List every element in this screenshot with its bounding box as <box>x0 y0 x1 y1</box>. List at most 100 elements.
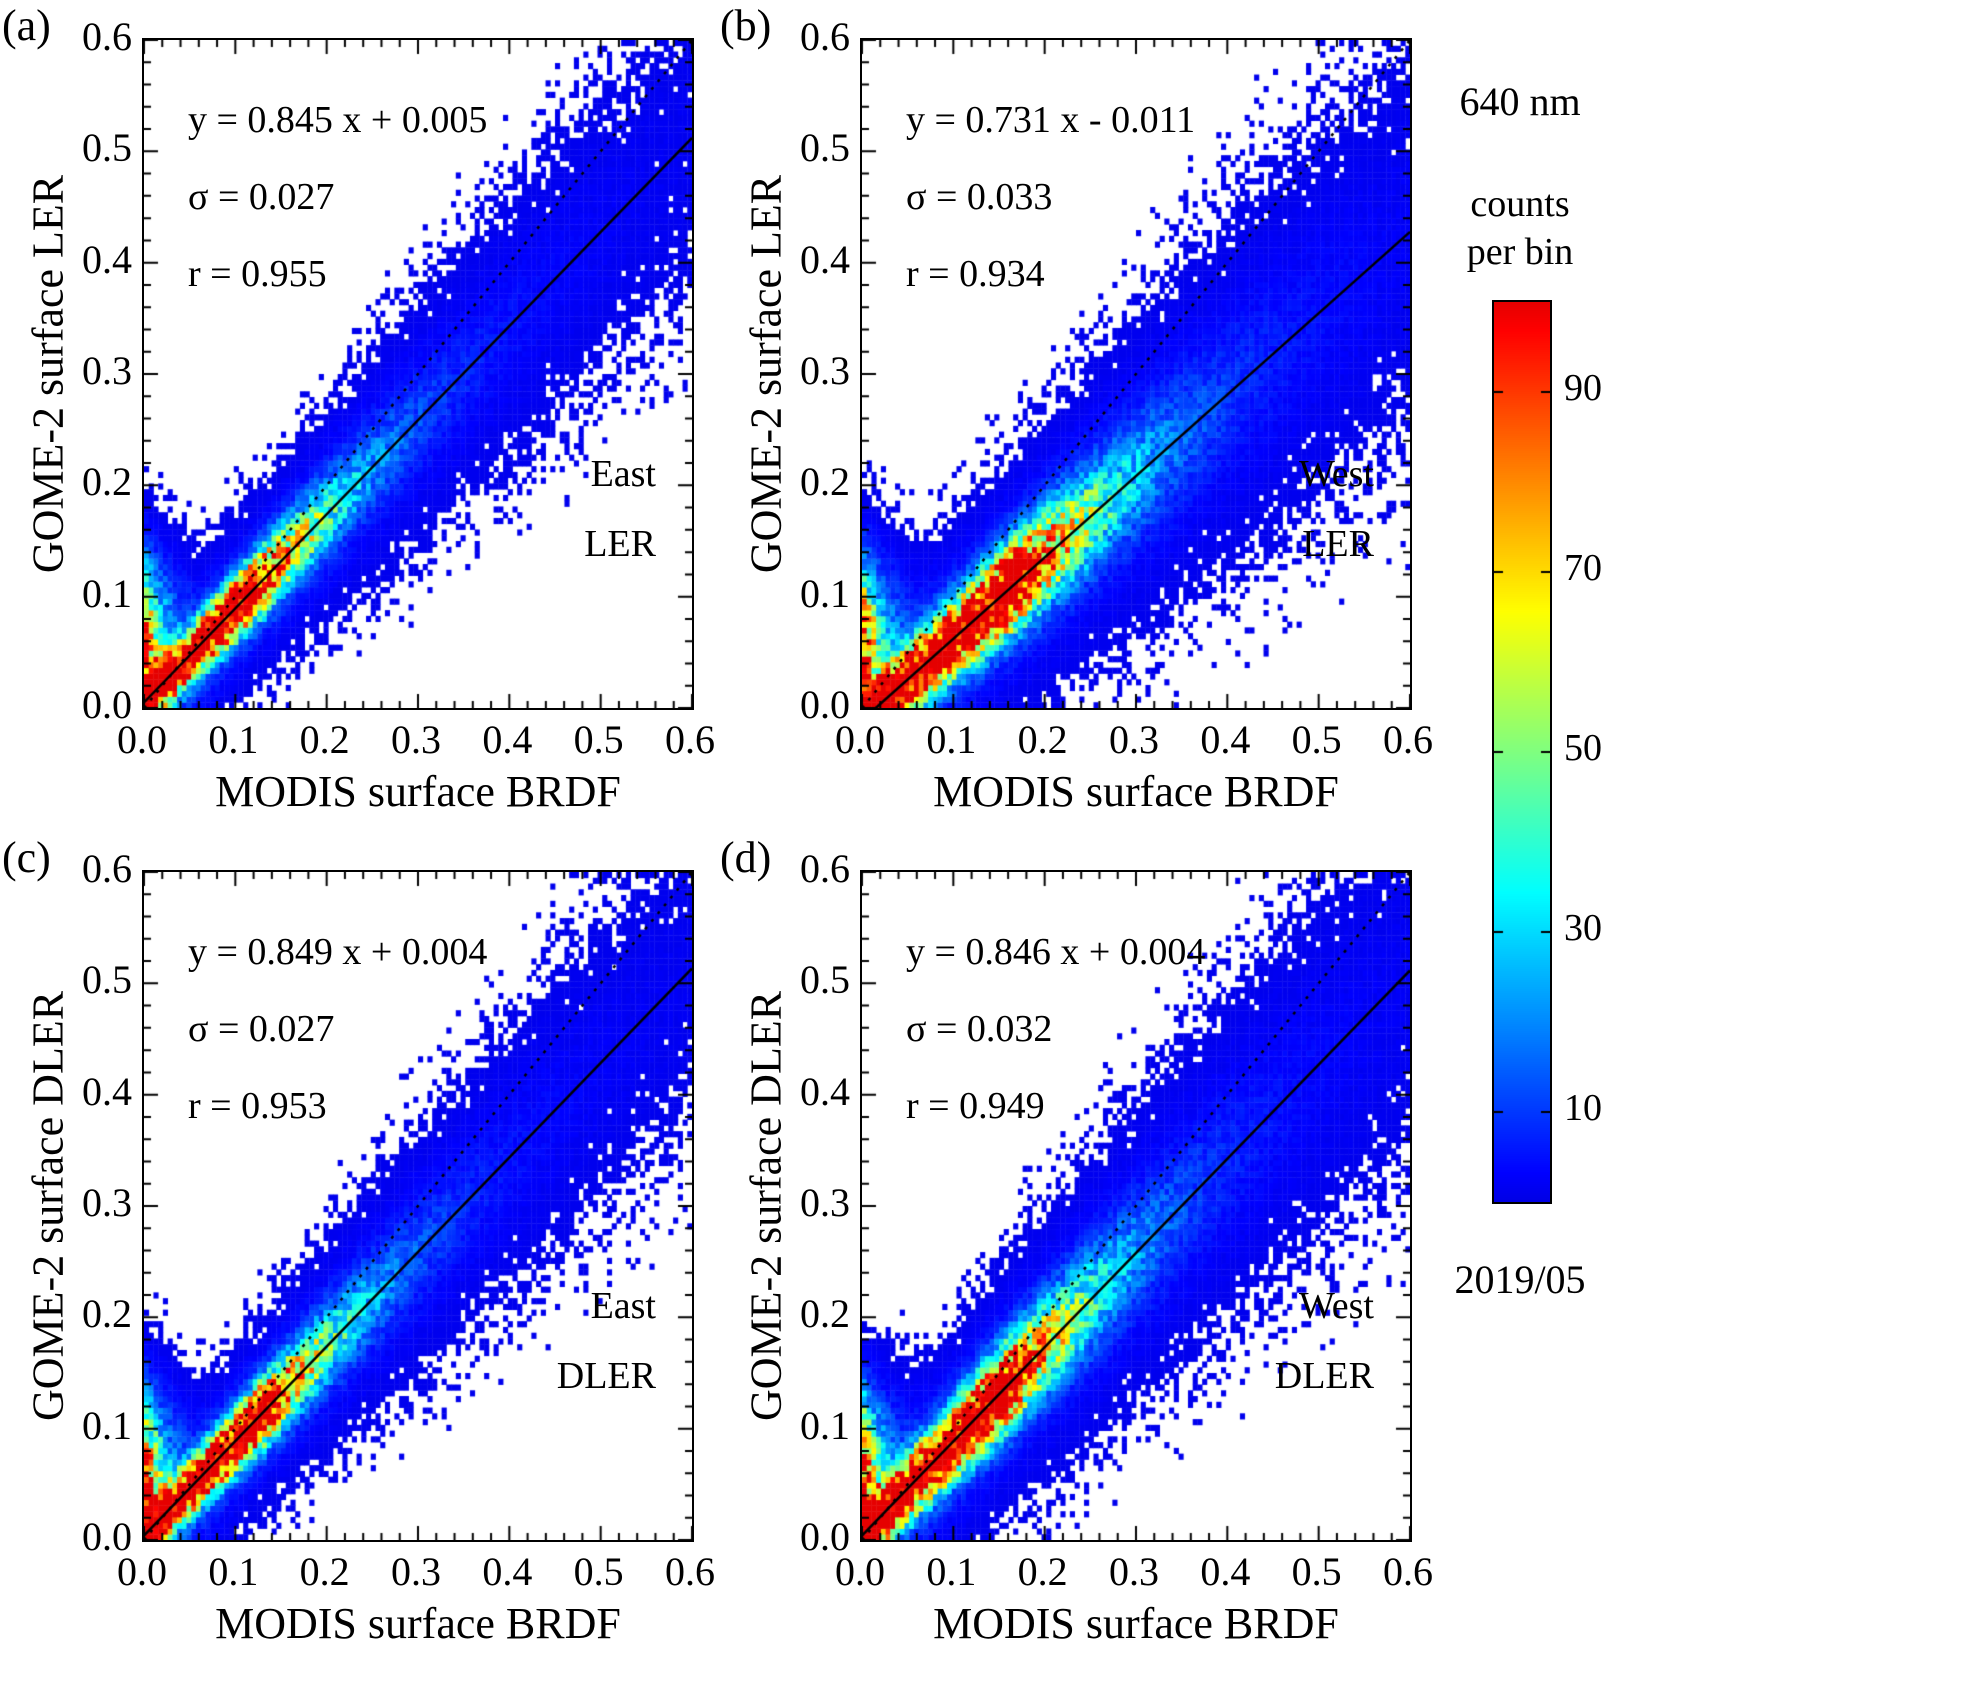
fit-equation-label: y = 0.731 x - 0.011 <box>906 99 1196 141</box>
y-tick-label: 0.4 <box>800 236 850 282</box>
x-tick-label: 0.5 <box>573 1549 624 1594</box>
x-tick-label: 0.2 <box>299 1549 350 1594</box>
wavelength-label: 640 nm <box>1459 79 1581 124</box>
quantity-label: LER <box>1302 523 1374 565</box>
region-label: West <box>1298 453 1374 495</box>
density-scatter-canvas <box>862 872 1410 1540</box>
x-tick-label: 0.5 <box>1291 717 1342 762</box>
x-tick-label: 0.6 <box>665 717 715 762</box>
panel-letter: (d) <box>720 833 772 882</box>
x-tick-label: 0.2 <box>1017 1549 1068 1594</box>
panel-d: (d) GOME-2 surface DLER y = 0.846 x + 0.… <box>718 832 1436 1692</box>
panel-letter: (c) <box>2 833 51 882</box>
quantity-label: DLER <box>1274 1355 1374 1397</box>
sigma-label: σ = 0.027 <box>188 176 335 218</box>
y-tick-label: 0.4 <box>82 236 132 282</box>
x-tick-label: 0.6 <box>1383 1549 1433 1594</box>
sigma-label: σ = 0.033 <box>906 176 1053 218</box>
y-tick-label: 0.2 <box>82 1291 132 1337</box>
y-tick-label: 0.3 <box>82 1180 132 1225</box>
colorbar-title-line2: per bin <box>1466 231 1574 273</box>
plot-area-b: y = 0.731 x - 0.011 σ = 0.033 r = 0.934 … <box>860 38 1412 710</box>
y-tick-label: 0.4 <box>82 1068 132 1114</box>
colorbar-tick-label: 50 <box>1564 727 1602 769</box>
x-tick-label: 0.4 <box>1200 1549 1251 1594</box>
x-tick-label: 0.0 <box>835 717 885 762</box>
y-tick-label: 0.2 <box>800 1291 850 1337</box>
colorbar-tick-label: 10 <box>1564 1087 1602 1129</box>
x-tick-label: 0.4 <box>482 717 533 762</box>
x-axis-title: MODIS surface BRDF <box>215 767 621 816</box>
x-tick-label: 0.1 <box>208 717 259 762</box>
colorbar-tick-label: 70 <box>1564 547 1602 589</box>
y-tick-label: 0.1 <box>82 570 132 616</box>
x-axis-title: MODIS surface BRDF <box>215 1599 621 1648</box>
colorbar-title-line1: counts <box>1470 183 1570 225</box>
y-tick-label: 0.4 <box>800 1068 850 1114</box>
y-tick-label: 0.1 <box>800 1402 850 1448</box>
y-tick-label: 0.1 <box>82 1402 132 1448</box>
y-tick-label: 0.6 <box>800 14 850 59</box>
plot-area-c: y = 0.849 x + 0.004 σ = 0.027 r = 0.953 … <box>142 870 694 1542</box>
colorbar-tick-label: 30 <box>1564 907 1602 949</box>
panel-letter: (a) <box>2 1 51 50</box>
x-axis-title: MODIS surface BRDF <box>933 1599 1339 1648</box>
x-tick-label: 0.1 <box>926 1549 977 1594</box>
panel-a: (a) GOME-2 surface LER y = 0.845 x + 0.0… <box>0 0 718 860</box>
x-tick-label: 0.6 <box>1383 717 1433 762</box>
density-scatter-canvas <box>862 40 1410 708</box>
y-tick-label: 0.0 <box>82 1514 132 1559</box>
x-tick-label: 0.2 <box>299 717 350 762</box>
fit-equation-label: y = 0.849 x + 0.004 <box>188 931 488 973</box>
y-tick-label: 0.5 <box>800 125 850 171</box>
x-tick-label: 0.0 <box>117 1549 167 1594</box>
quantity-label: DLER <box>556 1355 656 1397</box>
panel-b: (b) GOME-2 surface LER y = 0.731 x - 0.0… <box>718 0 1436 860</box>
x-tick-label: 0.3 <box>391 1549 441 1594</box>
x-tick-label: 0.3 <box>1109 1549 1159 1594</box>
colorbar-tick-label: 90 <box>1564 367 1602 409</box>
x-tick-label: 0.1 <box>208 1549 259 1594</box>
y-tick-label: 0.5 <box>82 125 132 171</box>
quantity-label: LER <box>584 523 656 565</box>
region-label: East <box>590 453 656 495</box>
fit-equation-label: y = 0.846 x + 0.004 <box>906 931 1206 973</box>
x-tick-label: 0.0 <box>117 717 167 762</box>
y-tick-label: 0.1 <box>800 570 850 616</box>
y-tick-label: 0.5 <box>82 957 132 1003</box>
y-tick-label: 0.3 <box>82 348 132 393</box>
x-tick-label: 0.1 <box>926 717 977 762</box>
y-tick-label: 0.2 <box>800 459 850 505</box>
x-tick-label: 0.3 <box>391 717 441 762</box>
plot-area-d: y = 0.846 x + 0.004 σ = 0.032 r = 0.949 … <box>860 870 1412 1542</box>
region-label: West <box>1298 1285 1374 1327</box>
correlation-label: r = 0.955 <box>188 253 327 295</box>
y-tick-label: 0.0 <box>800 682 850 727</box>
region-label: East <box>590 1285 656 1327</box>
x-tick-label: 0.5 <box>1291 1549 1342 1594</box>
date-label: 2019/05 <box>1454 1257 1586 1302</box>
x-tick-label: 0.5 <box>573 717 624 762</box>
colorbar-gradient-canvas <box>1494 302 1550 1202</box>
density-scatter-canvas <box>144 40 692 708</box>
y-tick-label: 0.2 <box>82 459 132 505</box>
y-tick-label: 0.3 <box>800 348 850 393</box>
colorbar: 640 nm counts per bin 2019/05 10 30 50 70 90 <box>1430 0 1968 1698</box>
y-tick-label: 0.5 <box>800 957 850 1003</box>
correlation-label: r = 0.949 <box>906 1085 1045 1127</box>
y-tick-label: 0.0 <box>82 682 132 727</box>
panel-letter: (b) <box>720 1 772 50</box>
y-tick-label: 0.6 <box>82 14 132 59</box>
fit-equation-label: y = 0.845 x + 0.005 <box>188 99 488 141</box>
colorbar-gradient <box>1492 300 1552 1204</box>
x-tick-label: 0.2 <box>1017 717 1068 762</box>
x-tick-label: 0.4 <box>1200 717 1251 762</box>
x-tick-label: 0.4 <box>482 1549 533 1594</box>
sigma-label: σ = 0.027 <box>188 1008 335 1050</box>
x-tick-label: 0.6 <box>665 1549 715 1594</box>
panel-c: (c) GOME-2 surface DLER y = 0.849 x + 0.… <box>0 832 718 1692</box>
x-tick-label: 0.3 <box>1109 717 1159 762</box>
correlation-label: r = 0.934 <box>906 253 1045 295</box>
x-axis-title: MODIS surface BRDF <box>933 767 1339 816</box>
plot-area-a: y = 0.845 x + 0.005 σ = 0.027 r = 0.955 … <box>142 38 694 710</box>
